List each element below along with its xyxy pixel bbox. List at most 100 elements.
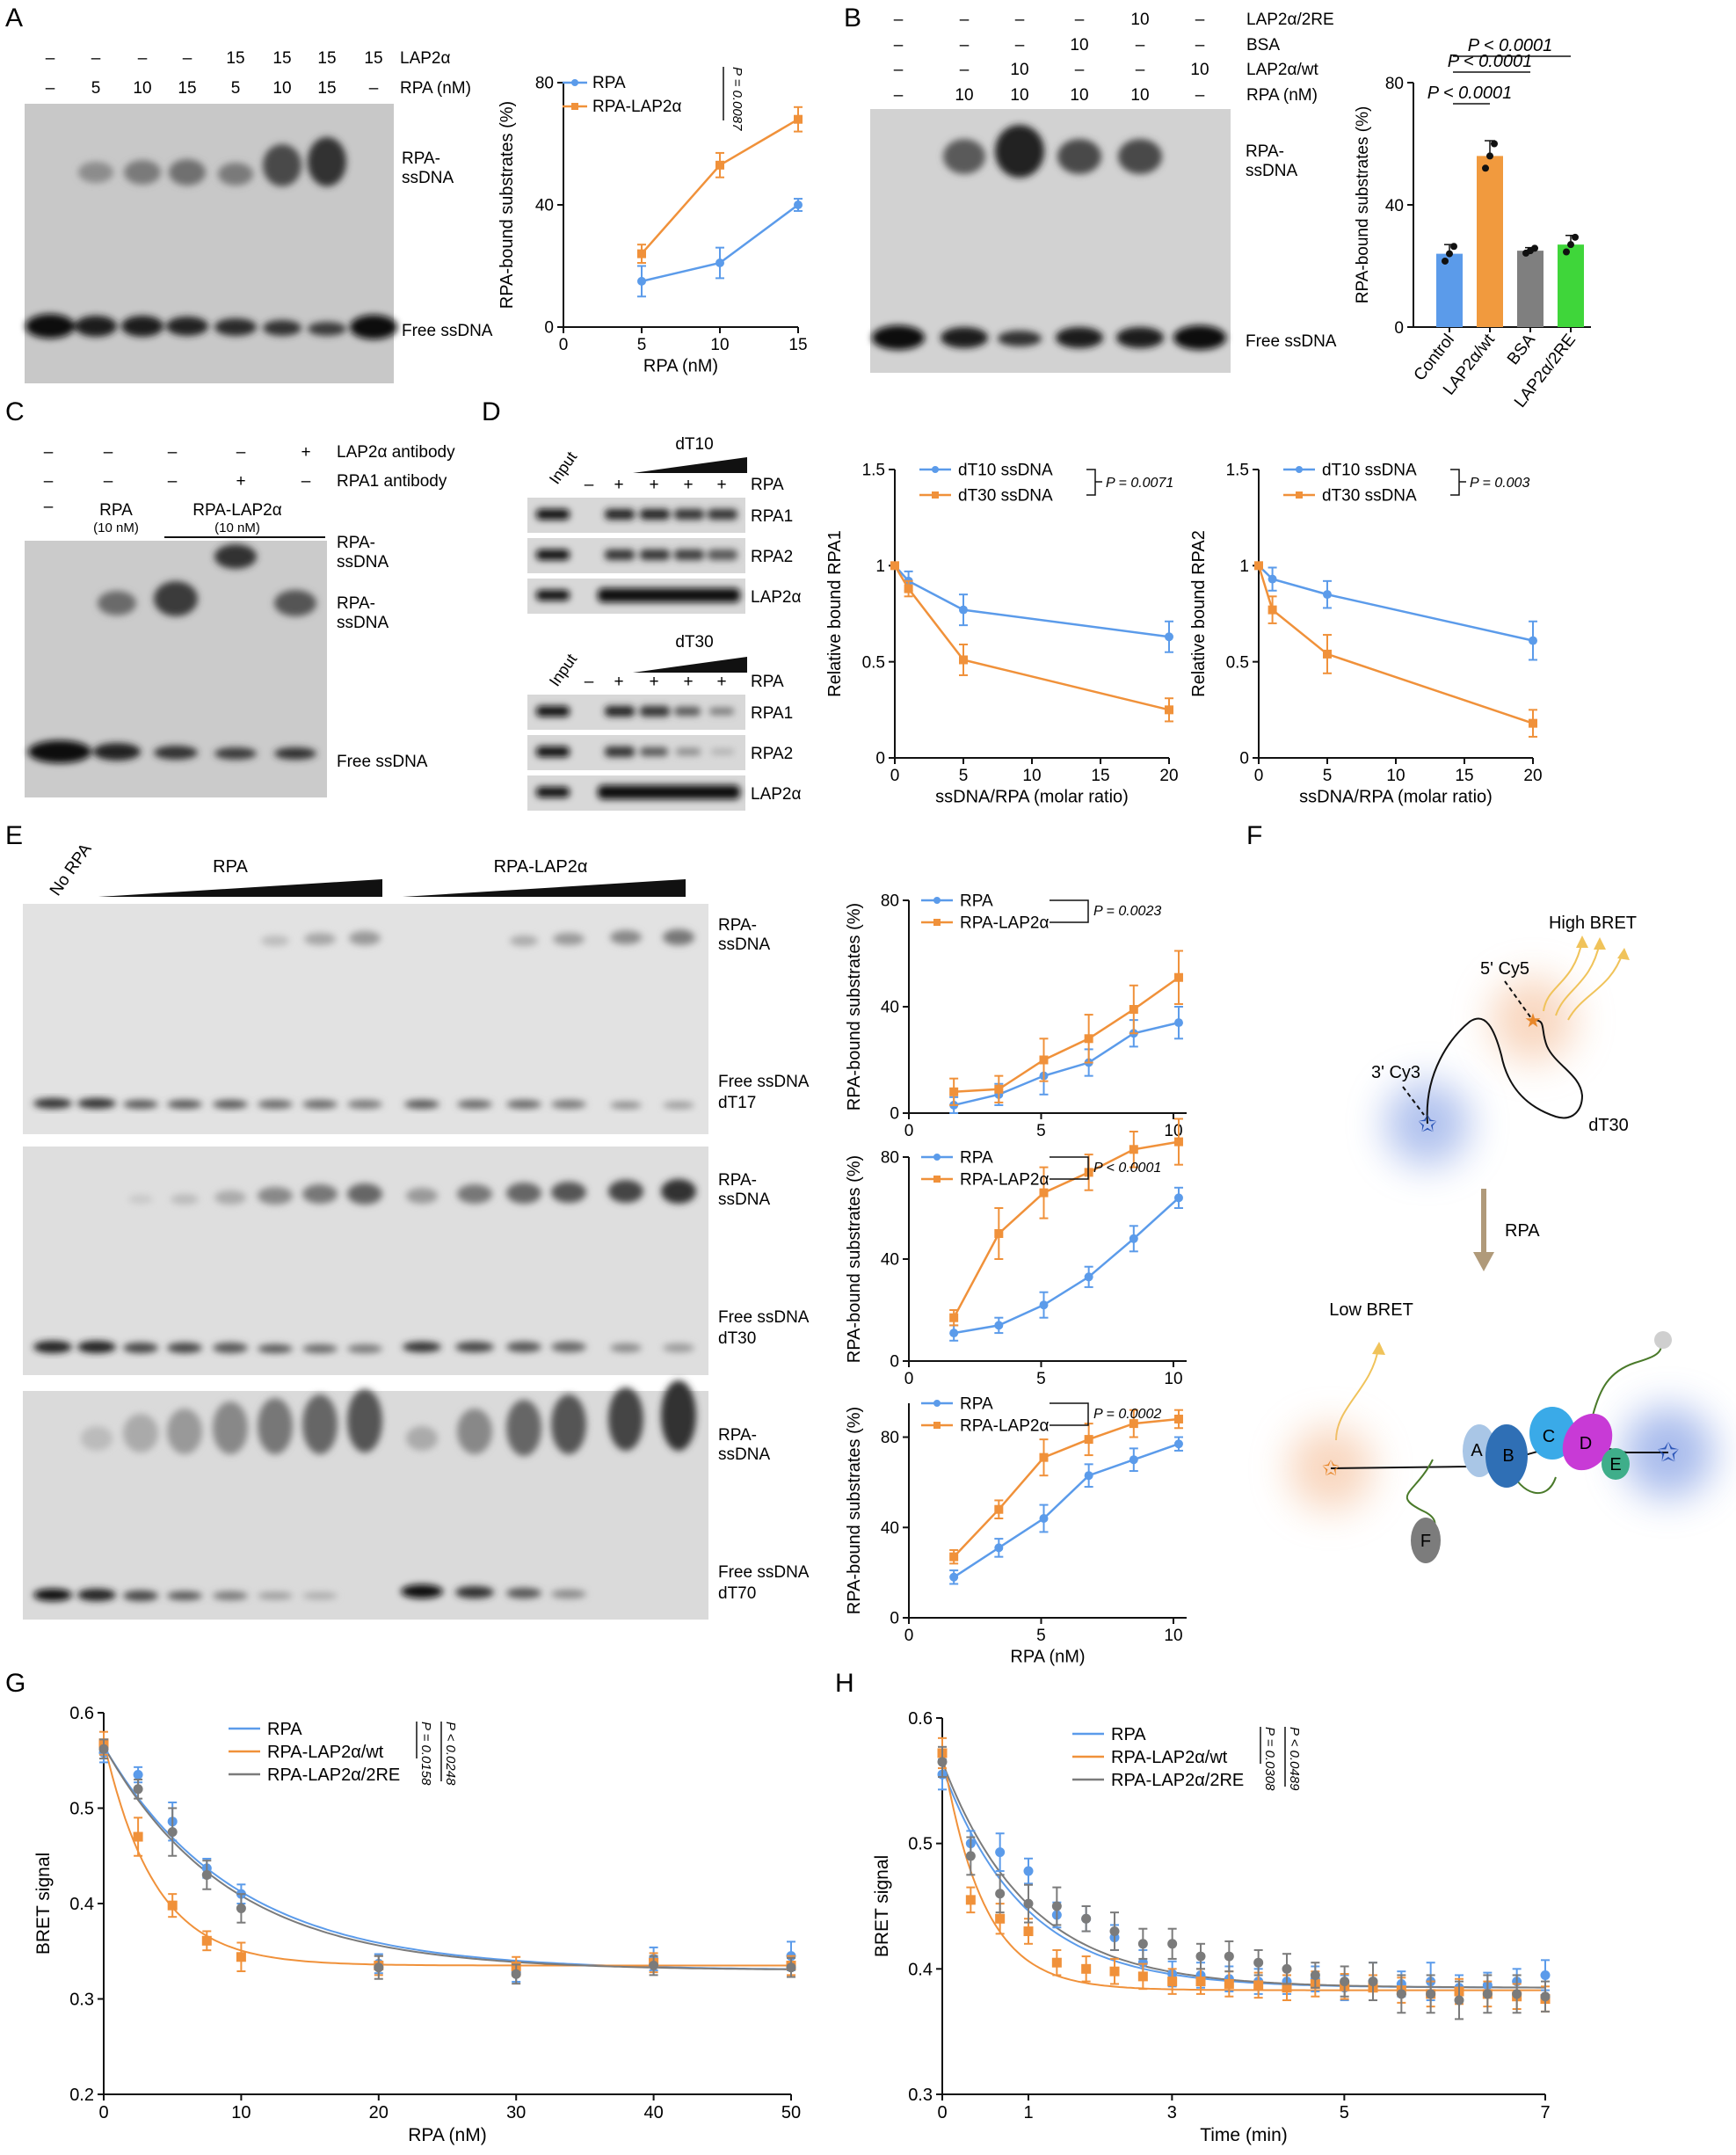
b-row-cell: – [894, 36, 904, 55]
d-sign: + [683, 476, 693, 494]
data-point [715, 258, 724, 268]
data-point [1310, 1969, 1320, 1980]
x-axis-label: RPA (nM) [1010, 1648, 1085, 1667]
y-tick-label: 0 [890, 1353, 899, 1372]
x-tick-label: 20 [1523, 767, 1542, 785]
legend-label: RPA-LAP2α [960, 914, 1049, 933]
x-axis-label: RPA (nM) [643, 357, 718, 376]
panel-letter-f: F [1246, 821, 1262, 850]
d-band [605, 550, 635, 560]
x-tick-label: 10 [231, 2103, 251, 2122]
a-legend-rpa-lap: RPA-LAP2α [592, 98, 681, 116]
a-rpa-cell: 15 [317, 79, 336, 98]
y-axis-label: BRET signal [872, 1855, 892, 1957]
f-domain-c-label: C [1543, 1427, 1555, 1446]
c-row-cell: + [236, 472, 245, 491]
x-tick-label: 0 [937, 2103, 947, 2122]
c-row-label: RPA1 antibody [337, 472, 447, 491]
a-band-label-top2: ssDNA [402, 169, 454, 187]
y-tick-label: 0.5 [862, 653, 885, 672]
data-dot [1442, 257, 1449, 265]
e-band [610, 930, 642, 944]
a-lap2a-cell: – [183, 49, 192, 68]
f-tail-ball [1654, 1331, 1672, 1349]
c-rpa-lap-label: RPA-LAP2α [192, 501, 281, 520]
d-band [640, 747, 668, 756]
data-point [1529, 718, 1537, 728]
f-rpa-label: RPA [1505, 1221, 1540, 1241]
x-tick-label: 0 [98, 2103, 108, 2122]
e-free-band [213, 1100, 248, 1109]
c-band [274, 590, 316, 616]
b-row-cell: – [894, 86, 904, 105]
legend-label: RPA-LAP2α/2RE [267, 1765, 400, 1785]
data-point [133, 1831, 143, 1842]
c-row-cell: – [44, 472, 54, 491]
b-row-cell: – [1015, 11, 1025, 29]
b-band-label-top2: ssDNA [1246, 162, 1297, 180]
data-point [1129, 1145, 1138, 1154]
data-point [949, 1572, 959, 1582]
pvalue-label: P = 0.0002 [1093, 1407, 1161, 1422]
data-point [1051, 1901, 1062, 1911]
b-free-band [1056, 327, 1103, 348]
e-band [661, 1380, 696, 1451]
e-wedge-rpa [98, 879, 382, 897]
data-dot [1486, 152, 1493, 160]
e-band [506, 1183, 541, 1204]
fit-curve [941, 1751, 1545, 1991]
d-blot-dt30: Input dT30 – + + + + RPA [527, 633, 801, 811]
data-point [1173, 1137, 1183, 1147]
b-row-cell: 10 [1130, 86, 1149, 105]
e-band [213, 1401, 248, 1454]
x-tick-label: 1 [1023, 2103, 1033, 2122]
pvalue-label: P = 0.0023 [1093, 904, 1161, 919]
f-domain-e [1602, 1448, 1630, 1480]
data-point [1165, 705, 1173, 715]
d-wedge [633, 457, 747, 473]
a-band-label-free: Free ssDNA [402, 322, 493, 340]
data-dot [1563, 248, 1570, 256]
legend-label: dT30 ssDNA [1322, 487, 1417, 506]
legend-label: RPA-LAP2α/2RE [1111, 1771, 1244, 1790]
f-ssdna-dt30 [1426, 1017, 1584, 1125]
b-gel-background [870, 109, 1231, 373]
d-band [536, 787, 570, 797]
y-tick-label: 0.3 [908, 2086, 933, 2105]
data-point [904, 584, 913, 593]
data-point [1023, 1898, 1034, 1909]
c-band [154, 581, 198, 616]
e-free-band [403, 1342, 441, 1352]
d-band [709, 708, 734, 715]
chart-G: 0 10 20 30 40 50 0.2 0.3 0.4 0.5 0.6 RPA (nM) BRET s… [33, 1704, 801, 2145]
e-gel2-substrate: dT30 [718, 1329, 756, 1348]
y-tick-label: 1 [1239, 557, 1249, 576]
c-band1-label-2: ssDNA [337, 553, 389, 572]
series-line [953, 1197, 1180, 1335]
d-row-label: RPA2 [751, 548, 793, 566]
b-gel [870, 109, 1231, 373]
data-point [965, 1851, 976, 1861]
a-lap2a-cell: – [46, 49, 55, 68]
x-tick-label: 50 [781, 2103, 801, 2122]
f-linker [1592, 1344, 1662, 1416]
data-dot [1572, 233, 1579, 241]
data-point [794, 114, 803, 124]
b-free-band [941, 327, 988, 348]
panel-letter-g: G [5, 1669, 25, 1698]
f-domain-d-label: D [1580, 1434, 1592, 1453]
x-tick-label: 10 [710, 336, 729, 354]
e-free-band [457, 1100, 492, 1109]
x-tick-label: 15 [1091, 767, 1109, 785]
a-free-band [214, 318, 257, 336]
d-band [674, 550, 704, 560]
d-row-label: RPA1 [751, 704, 793, 723]
data-point [1173, 1193, 1183, 1203]
c-row-cell: – [44, 443, 54, 462]
d-sign: + [716, 476, 726, 494]
e-gel2-top1: RPA- [718, 1171, 757, 1190]
data-point [1173, 1018, 1183, 1028]
e-band [304, 933, 336, 945]
data-point [949, 1087, 959, 1096]
